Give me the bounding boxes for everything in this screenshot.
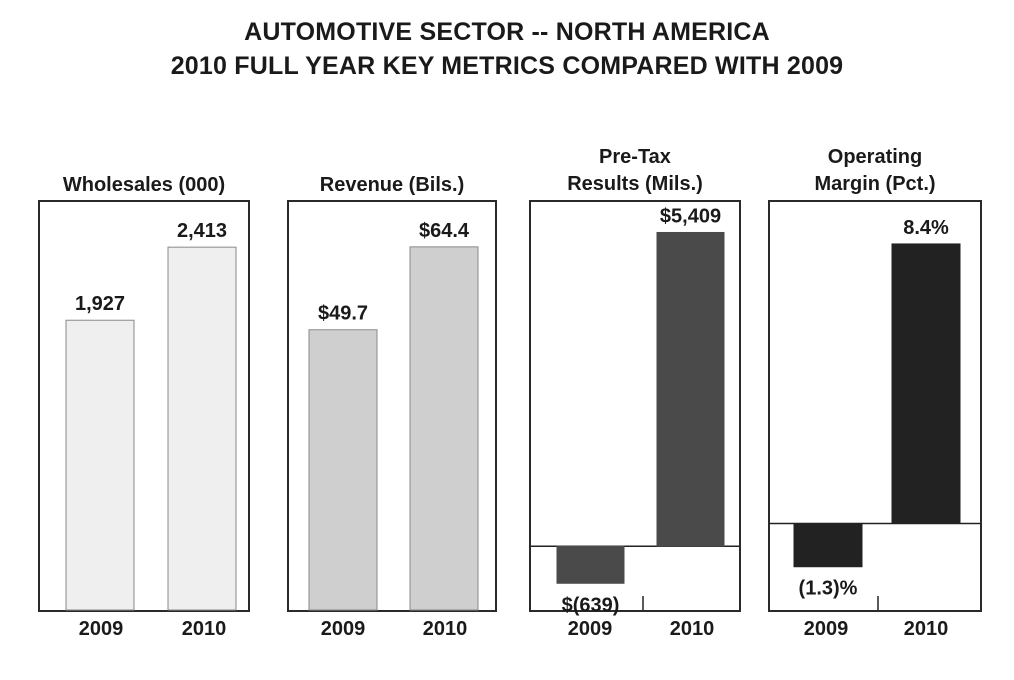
panel-title-revenue: Revenue (Bils.) [319, 174, 465, 196]
chart-svg-revenue: $49.7 $64.4 [308, 220, 479, 611]
chart-panel-pretax: $(639) $5,409 [529, 200, 741, 616]
x-tick-label-2009: 2009 [78, 618, 124, 640]
chart-panel-margin: (1.3)% 8.4% [768, 200, 982, 612]
x-tick-label-2010: 2010 [903, 618, 949, 640]
chart-svg-wholesales: 1,927 2,413 [65, 220, 237, 611]
data-label-2010: $64.4 [419, 220, 470, 242]
data-label-2009: (1.3)% [799, 578, 858, 600]
x-tick-label-2009: 2009 [320, 618, 366, 640]
data-label-2010: $5,409 [660, 205, 721, 227]
data-label-2009: 1,927 [75, 293, 125, 315]
chart-panel-wholesales: 1,927 2,413 [38, 200, 250, 612]
bar-2010 [656, 231, 725, 547]
panel-title-margin-line2: Margin (Pct.) [814, 173, 936, 195]
data-label-2010: 8.4% [903, 217, 949, 239]
bar-2010 [891, 243, 961, 524]
bar-2009 [793, 522, 863, 568]
x-tick-label-2009: 2009 [567, 618, 613, 640]
panel-title-pretax: Pre-Tax Results (Mils.) [529, 144, 741, 198]
panel-title-wholesales: Wholesales (000) [62, 174, 226, 196]
data-label-2009: $49.7 [318, 303, 368, 325]
chart-svg-margin: (1.3)% 8.4% [770, 217, 980, 610]
bar-2009 [556, 545, 625, 584]
x-tick-label-2010: 2010 [669, 618, 715, 640]
chart-svg-pretax: $(639) $5,409 [531, 205, 739, 616]
bar-2009 [65, 319, 135, 611]
data-label-2009: $(639) [562, 594, 620, 616]
chart-title-line2: 2010 FULL YEAR KEY METRICS COMPARED WITH… [170, 52, 844, 80]
bar-2010 [409, 246, 479, 611]
x-tick-label-2010: 2010 [422, 618, 468, 640]
bar-2010 [167, 246, 237, 611]
panel-title-margin-line1: Operating [827, 146, 923, 168]
data-label-2010: 2,413 [177, 220, 227, 242]
x-tick-label-2010: 2010 [181, 618, 227, 640]
panel-title-margin: Operating Margin (Pct.) [768, 144, 982, 198]
x-tick-label-2009: 2009 [803, 618, 849, 640]
chart-title-line1: AUTOMOTIVE SECTOR -- NORTH AMERICA [244, 18, 770, 46]
panel-title-pretax-line2: Results (Mils.) [567, 173, 703, 195]
chart-panel-revenue: $49.7 $64.4 [287, 200, 497, 612]
panel-title-pretax-line1: Pre-Tax [599, 146, 671, 168]
bar-2009 [308, 329, 378, 611]
